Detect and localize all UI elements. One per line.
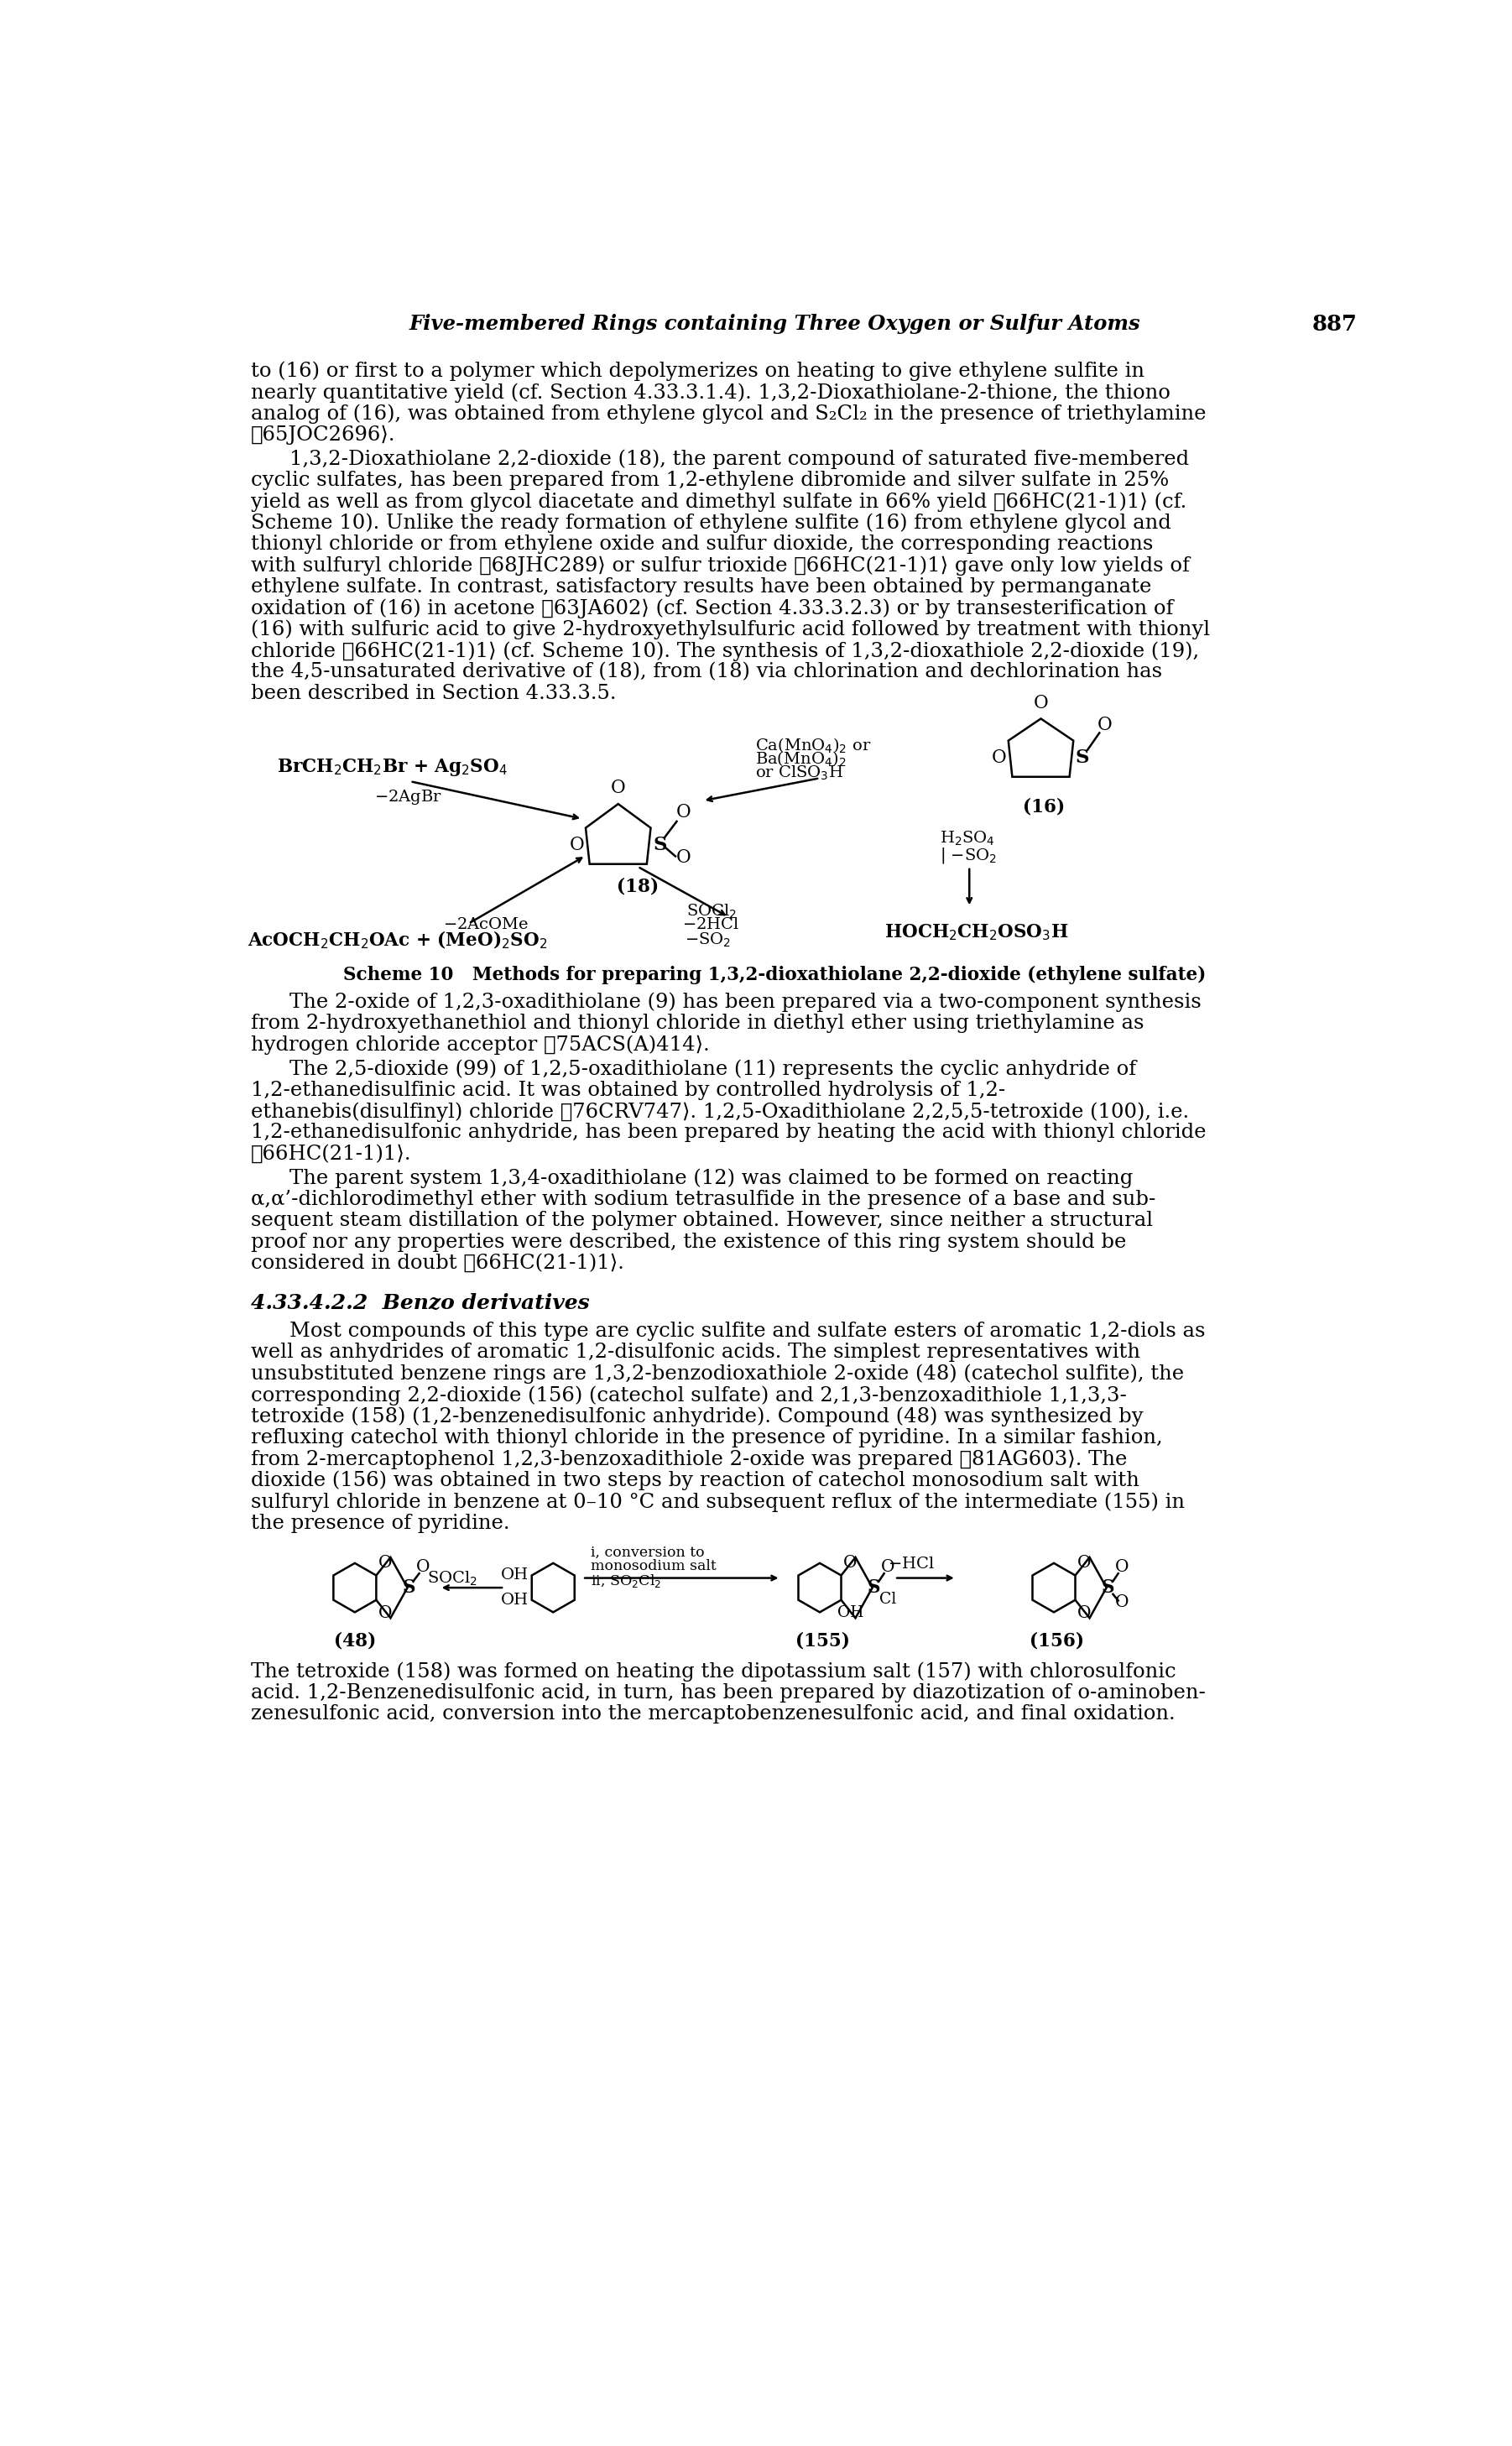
Text: Five-membered Rings containing Three Oxygen or Sulfur Atoms: Five-membered Rings containing Three Oxy… <box>410 313 1140 335</box>
Text: with sulfuryl chloride ❥68JHC289⟩ or sulfur trioxide ❥66HC(21-1)1⟩ gave only low: with sulfuryl chloride ❥68JHC289⟩ or sul… <box>251 555 1190 575</box>
Text: O: O <box>1116 1595 1129 1609</box>
Text: O: O <box>676 849 691 866</box>
Text: OH: OH <box>500 1568 529 1583</box>
Text: Scheme 10   Methods for preparing 1,3,2-dioxathiolane 2,2-dioxide (ethylene sulf: Scheme 10 Methods for preparing 1,3,2-di… <box>343 966 1207 983</box>
Text: (16): (16) <box>1024 797 1064 817</box>
Text: SOCl$_2$: SOCl$_2$ <box>428 1570 478 1587</box>
Text: OH: OH <box>838 1605 863 1619</box>
Text: BrCH$_2$CH$_2$Br + Ag$_2$SO$_4$: BrCH$_2$CH$_2$Br + Ag$_2$SO$_4$ <box>277 756 508 778</box>
Text: thionyl chloride or from ethylene oxide and sulfur dioxide, the corresponding re: thionyl chloride or from ethylene oxide … <box>251 536 1154 553</box>
Text: O: O <box>881 1558 895 1575</box>
Text: ethylene sulfate. In contrast, satisfactory results have been obtained by perman: ethylene sulfate. In contrast, satisfact… <box>251 577 1152 597</box>
Text: unsubstituted benzene rings are 1,3,2-benzodioxathiole 2-oxide (48) (catechol su: unsubstituted benzene rings are 1,3,2-be… <box>251 1365 1184 1384</box>
Text: the 4,5-unsaturated derivative of (18), from (18) via chlorination and dechlorin: the 4,5-unsaturated derivative of (18), … <box>251 663 1163 682</box>
Text: from 2-mercaptophenol 1,2,3-benzoxadithiole 2-oxide was prepared ❥81AG603⟩. The: from 2-mercaptophenol 1,2,3-benzoxadithi… <box>251 1450 1126 1470</box>
Text: The tetroxide (158) was formed on heating the dipotassium salt (157) with chloro: The tetroxide (158) was formed on heatin… <box>251 1661 1176 1683</box>
Text: refluxing catechol with thionyl chloride in the presence of pyridine. In a simil: refluxing catechol with thionyl chloride… <box>251 1428 1163 1448</box>
Text: O: O <box>1098 717 1111 734</box>
Text: from 2-hydroxyethanethiol and thionyl chloride in diethyl ether using triethylam: from 2-hydroxyethanethiol and thionyl ch… <box>251 1015 1145 1032</box>
Text: S: S <box>1075 748 1090 766</box>
Text: The 2,5-dioxide (99) of 1,2,5-oxadithiolane (11) represents the cyclic anhydride: The 2,5-dioxide (99) of 1,2,5-oxadithiol… <box>290 1059 1137 1079</box>
Text: HOCH$_2$CH$_2$OSO$_3$H: HOCH$_2$CH$_2$OSO$_3$H <box>885 922 1069 942</box>
Text: α,α’-dichlorodimethyl ether with sodium tetrasulfide in the presence of a base a: α,α’-dichlorodimethyl ether with sodium … <box>251 1189 1155 1208</box>
Text: 1,2-ethanedisulfonic anhydride, has been prepared by heating the acid with thion: 1,2-ethanedisulfonic anhydride, has been… <box>251 1123 1207 1142</box>
Text: Scheme 10). Unlike the ready formation of ethylene sulfite (16) from ethylene gl: Scheme 10). Unlike the ready formation o… <box>251 514 1170 533</box>
Text: or ClSO$_3$H: or ClSO$_3$H <box>754 766 844 783</box>
Text: Ba(MnO$_4$)$_2$: Ba(MnO$_4$)$_2$ <box>754 751 845 768</box>
Text: dioxide (156) was obtained in two steps by reaction of catechol monosodium salt : dioxide (156) was obtained in two steps … <box>251 1470 1139 1490</box>
Text: 4.33.4.2.2  Benzo derivatives: 4.33.4.2.2 Benzo derivatives <box>251 1294 590 1314</box>
Text: O: O <box>378 1556 392 1570</box>
Text: analog of (16), was obtained from ethylene glycol and S₂Cl₂ in the presence of t: analog of (16), was obtained from ethyle… <box>251 404 1207 423</box>
Text: $-$2HCl: $-$2HCl <box>682 917 739 932</box>
Text: O: O <box>416 1558 429 1575</box>
Text: S: S <box>1101 1578 1114 1597</box>
Text: S: S <box>868 1578 880 1597</box>
Text: well as anhydrides of aromatic 1,2-disulfonic acids. The simplest representative: well as anhydrides of aromatic 1,2-disul… <box>251 1343 1140 1362</box>
Text: O: O <box>1078 1605 1092 1622</box>
Text: tetroxide (158) (1,2-benzenedisulfonic anhydride). Compound (48) was synthesized: tetroxide (158) (1,2-benzenedisulfonic a… <box>251 1406 1143 1426</box>
Text: O: O <box>611 778 626 797</box>
Text: O: O <box>569 837 584 854</box>
Text: O: O <box>1078 1556 1092 1570</box>
Text: Cl: Cl <box>880 1592 897 1607</box>
Text: SOCl$_2$: SOCl$_2$ <box>686 903 736 920</box>
Text: The parent system 1,3,4-oxadithiolane (12) was claimed to be formed on reacting: The parent system 1,3,4-oxadithiolane (1… <box>290 1169 1134 1189</box>
Text: $-$2AgBr: $-$2AgBr <box>375 788 442 807</box>
Text: H$_2$SO$_4$: H$_2$SO$_4$ <box>940 829 995 849</box>
Text: (48): (48) <box>334 1631 376 1651</box>
Text: O: O <box>992 748 1007 766</box>
Text: (155): (155) <box>795 1631 850 1651</box>
Text: O: O <box>1033 695 1048 712</box>
Text: O: O <box>378 1605 392 1622</box>
Text: ethanebis(disulfinyl) chloride ❥76CRV747⟩. 1,2,5-Oxadithiolane 2,2,5,5-tetroxide: ethanebis(disulfinyl) chloride ❥76CRV747… <box>251 1101 1188 1123</box>
Text: Most compounds of this type are cyclic sulfite and sulfate esters of aromatic 1,: Most compounds of this type are cyclic s… <box>290 1321 1205 1340</box>
Text: ii, SO$_2$Cl$_2$: ii, SO$_2$Cl$_2$ <box>591 1573 662 1590</box>
Text: $-$HCl: $-$HCl <box>888 1556 934 1573</box>
Text: (18): (18) <box>617 878 659 895</box>
Text: proof nor any properties were described, the existence of this ring system shoul: proof nor any properties were described,… <box>251 1233 1126 1252</box>
Text: $|$ $-$SO$_2$: $|$ $-$SO$_2$ <box>940 846 996 866</box>
Text: $-$2AcOMe: $-$2AcOMe <box>443 917 528 932</box>
Text: monosodium salt: monosodium salt <box>591 1558 717 1573</box>
Text: AcOCH$_2$CH$_2$OAc + (MeO)$_2$SO$_2$: AcOCH$_2$CH$_2$OAc + (MeO)$_2$SO$_2$ <box>248 929 547 951</box>
Text: been described in Section 4.33.3.5.: been described in Section 4.33.3.5. <box>251 685 617 702</box>
Text: to (16) or first to a polymer which depolymerizes on heating to give ethylene su: to (16) or first to a polymer which depo… <box>251 362 1145 382</box>
Text: sulfuryl chloride in benzene at 0–10 °C and subsequent reflux of the intermediat: sulfuryl chloride in benzene at 0–10 °C … <box>251 1492 1185 1512</box>
Text: (156): (156) <box>1030 1631 1084 1651</box>
Text: O: O <box>844 1556 857 1570</box>
Text: considered in doubt ❥66HC(21-1)1⟩.: considered in doubt ❥66HC(21-1)1⟩. <box>251 1255 624 1272</box>
Text: chloride ❥66HC(21-1)1⟩ (cf. Scheme 10). The synthesis of 1,3,2-dioxathiole 2,2-d: chloride ❥66HC(21-1)1⟩ (cf. Scheme 10). … <box>251 641 1199 660</box>
Text: the presence of pyridine.: the presence of pyridine. <box>251 1514 510 1534</box>
Text: Ca(MnO$_4$)$_2$ or: Ca(MnO$_4$)$_2$ or <box>754 736 871 756</box>
Text: 887: 887 <box>1312 313 1358 335</box>
Text: OH: OH <box>500 1592 529 1607</box>
Text: cyclic sulfates, has been prepared from 1,2-ethylene dibromide and silver sulfat: cyclic sulfates, has been prepared from … <box>251 470 1169 489</box>
Text: ❥65JOC2696⟩.: ❥65JOC2696⟩. <box>251 426 396 445</box>
Text: $-$SO$_2$: $-$SO$_2$ <box>685 932 730 949</box>
Text: zenesulfonic acid, conversion into the mercaptobenzenesulfonic acid, and final o: zenesulfonic acid, conversion into the m… <box>251 1705 1175 1724</box>
Text: 1,3,2-Dioxathiolane 2,2-dioxide (18), the parent compound of saturated five-memb: 1,3,2-Dioxathiolane 2,2-dioxide (18), th… <box>290 450 1190 470</box>
Text: yield as well as from glycol diacetate and dimethyl sulfate in 66% yield ❥66HC(2: yield as well as from glycol diacetate a… <box>251 492 1187 511</box>
Text: The 2-oxide of 1,2,3-oxadithiolane (9) has been prepared via a two-component syn: The 2-oxide of 1,2,3-oxadithiolane (9) h… <box>290 993 1202 1013</box>
Text: acid. 1,2-Benzenedisulfonic acid, in turn, has been prepared by diazotization of: acid. 1,2-Benzenedisulfonic acid, in tur… <box>251 1683 1205 1702</box>
Text: i, conversion to: i, conversion to <box>591 1546 705 1561</box>
Text: S: S <box>653 837 667 854</box>
Text: 1,2-ethanedisulfinic acid. It was obtained by controlled hydrolysis of 1,2-: 1,2-ethanedisulfinic acid. It was obtain… <box>251 1081 1005 1101</box>
Text: hydrogen chloride acceptor ❥75ACS(A)414⟩.: hydrogen chloride acceptor ❥75ACS(A)414⟩… <box>251 1035 709 1054</box>
Text: S: S <box>402 1578 416 1597</box>
Text: nearly quantitative yield (cf. Section 4.33.3.1.4). 1,3,2-Dioxathiolane-2-thione: nearly quantitative yield (cf. Section 4… <box>251 382 1170 404</box>
Text: ❥66HC(21-1)1⟩.: ❥66HC(21-1)1⟩. <box>251 1145 411 1164</box>
Text: O: O <box>1116 1558 1129 1575</box>
Text: sequent steam distillation of the polymer obtained. However, since neither a str: sequent steam distillation of the polyme… <box>251 1211 1152 1230</box>
Text: corresponding 2,2-dioxide (156) (catechol sulfate) and 2,1,3-benzoxadithiole 1,1: corresponding 2,2-dioxide (156) (catecho… <box>251 1384 1126 1404</box>
Text: O: O <box>676 802 691 822</box>
Text: (16) with sulfuric acid to give 2-hydroxyethylsulfuric acid followed by treatmen: (16) with sulfuric acid to give 2-hydrox… <box>251 619 1210 638</box>
Text: oxidation of (16) in acetone ❥63JA602⟩ (cf. Section 4.33.3.2.3) or by transester: oxidation of (16) in acetone ❥63JA602⟩ (… <box>251 599 1173 619</box>
